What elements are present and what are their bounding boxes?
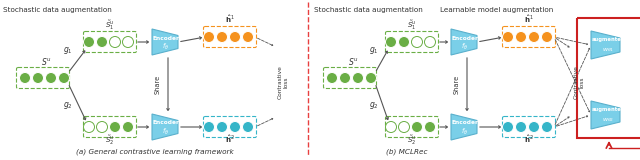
FancyBboxPatch shape <box>204 27 257 48</box>
Circle shape <box>216 32 227 43</box>
Text: Share: Share <box>155 75 161 94</box>
Circle shape <box>204 32 214 43</box>
Text: Learnable model augmentation: Learnable model augmentation <box>440 7 553 13</box>
Text: $f_\theta$: $f_\theta$ <box>461 42 468 52</box>
Text: $g_2$: $g_2$ <box>63 100 73 111</box>
Circle shape <box>353 72 364 84</box>
Circle shape <box>399 36 410 48</box>
FancyBboxPatch shape <box>385 32 438 52</box>
Text: $S^u$: $S^u$ <box>41 56 51 67</box>
Circle shape <box>243 121 253 132</box>
Circle shape <box>412 36 422 48</box>
Polygon shape <box>451 29 477 55</box>
Text: Contrastive
loss: Contrastive loss <box>573 65 584 99</box>
Text: $g_1$: $g_1$ <box>369 45 379 56</box>
Circle shape <box>97 121 108 132</box>
Text: (a) General contrastive learning framework: (a) General contrastive learning framewo… <box>76 148 234 155</box>
Text: augmenter: augmenter <box>592 37 624 43</box>
Circle shape <box>515 121 527 132</box>
Circle shape <box>122 121 134 132</box>
Text: augmenter: augmenter <box>592 108 624 112</box>
Circle shape <box>230 32 241 43</box>
Circle shape <box>33 72 44 84</box>
FancyBboxPatch shape <box>204 116 257 137</box>
FancyBboxPatch shape <box>83 116 136 137</box>
Circle shape <box>109 36 120 48</box>
Text: Encoder: Encoder <box>152 36 179 40</box>
Text: Contrastive
loss: Contrastive loss <box>277 65 289 99</box>
FancyBboxPatch shape <box>502 116 556 137</box>
Text: Encoder: Encoder <box>152 120 179 125</box>
Circle shape <box>385 121 397 132</box>
Text: $\mathbf{\hat{h}}^1$: $\mathbf{\hat{h}}^1$ <box>225 14 235 25</box>
Circle shape <box>339 72 351 84</box>
Circle shape <box>216 121 227 132</box>
Circle shape <box>541 32 552 43</box>
FancyBboxPatch shape <box>385 116 438 137</box>
Text: $\tilde{S}_2^u$: $\tilde{S}_2^u$ <box>407 134 417 147</box>
Text: Stochastic data augmentation: Stochastic data augmentation <box>3 7 112 13</box>
Circle shape <box>515 32 527 43</box>
Text: $\tilde{S}_1^u$: $\tilde{S}_1^u$ <box>407 19 417 32</box>
Circle shape <box>204 121 214 132</box>
Circle shape <box>58 72 70 84</box>
Text: Stochastic data augmentation: Stochastic data augmentation <box>314 7 423 13</box>
Text: Encoder: Encoder <box>451 120 479 125</box>
Circle shape <box>385 36 397 48</box>
Circle shape <box>424 121 435 132</box>
Circle shape <box>109 121 120 132</box>
Circle shape <box>230 121 241 132</box>
Text: $f_\theta$: $f_\theta$ <box>461 127 468 137</box>
Circle shape <box>502 32 513 43</box>
Circle shape <box>424 36 435 48</box>
Circle shape <box>83 121 95 132</box>
FancyBboxPatch shape <box>323 68 376 88</box>
Circle shape <box>412 121 422 132</box>
Circle shape <box>529 121 540 132</box>
Circle shape <box>19 72 31 84</box>
Circle shape <box>243 32 253 43</box>
Text: $\mathbf{\hat{h}}^1$: $\mathbf{\hat{h}}^1$ <box>524 14 534 25</box>
Text: Encoder: Encoder <box>451 36 479 40</box>
Text: $S^u$: $S^u$ <box>348 56 358 67</box>
Text: Share: Share <box>454 75 460 94</box>
Text: $\tilde{S}_2^u$: $\tilde{S}_2^u$ <box>106 134 115 147</box>
Circle shape <box>365 72 376 84</box>
Circle shape <box>541 121 552 132</box>
Circle shape <box>399 121 410 132</box>
FancyBboxPatch shape <box>83 32 136 52</box>
Text: $f_\theta$: $f_\theta$ <box>163 127 170 137</box>
Text: $\mathbf{\hat{h}}^2$: $\mathbf{\hat{h}}^2$ <box>524 134 534 145</box>
Polygon shape <box>451 114 477 140</box>
Polygon shape <box>591 101 620 129</box>
Circle shape <box>45 72 56 84</box>
Text: $w_{\theta 2}$: $w_{\theta 2}$ <box>602 116 614 124</box>
FancyBboxPatch shape <box>502 27 556 48</box>
Text: $f_\theta$: $f_\theta$ <box>163 42 170 52</box>
Circle shape <box>529 32 540 43</box>
Circle shape <box>97 36 108 48</box>
Text: $w_{\theta 1}$: $w_{\theta 1}$ <box>602 46 614 54</box>
Text: $\mathbf{\hat{h}}^2$: $\mathbf{\hat{h}}^2$ <box>225 134 235 145</box>
Polygon shape <box>152 29 178 55</box>
Text: $g_1$: $g_1$ <box>63 45 73 56</box>
Text: $g_2$: $g_2$ <box>369 100 379 111</box>
Text: (b) MCLRec: (b) MCLRec <box>387 148 428 155</box>
Text: $\tilde{S}_1^u$: $\tilde{S}_1^u$ <box>106 19 115 32</box>
Circle shape <box>502 121 513 132</box>
Polygon shape <box>591 31 620 59</box>
Circle shape <box>326 72 337 84</box>
Bar <box>577 18 640 138</box>
Circle shape <box>83 36 95 48</box>
Polygon shape <box>152 114 178 140</box>
FancyBboxPatch shape <box>17 68 70 88</box>
Circle shape <box>122 36 134 48</box>
